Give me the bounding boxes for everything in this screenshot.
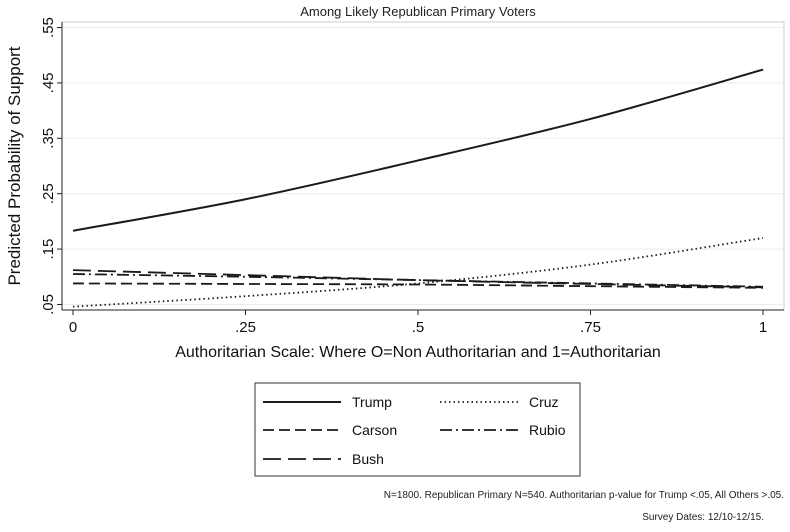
- x-tick-label: 1: [759, 319, 767, 336]
- axes: [57, 22, 784, 315]
- y-tick-label: .45: [40, 72, 57, 93]
- x-tick-label: 0: [69, 319, 77, 336]
- y-axis-label: Predicted Probability of Support: [5, 46, 24, 285]
- x-tick-label: .25: [235, 319, 256, 336]
- legend-label-rubio: Rubio: [529, 422, 566, 438]
- series-line-carson: [72, 282, 764, 289]
- series-line-bush: [72, 269, 764, 289]
- legend-label-bush: Bush: [352, 451, 384, 467]
- x-tick-labels: 0 .25 .5 .75 1: [69, 319, 767, 336]
- y-tick-label: .25: [40, 183, 57, 204]
- legend-label-cruz: Cruz: [529, 394, 559, 410]
- y-tick-label: .55: [40, 17, 57, 38]
- legend-box: [254, 382, 581, 477]
- footnote-line-1: N=1800. Republican Primary N=540. Author…: [384, 490, 784, 501]
- x-tick-label: .75: [580, 319, 601, 336]
- grid-lines: [62, 27, 784, 305]
- y-tick-label: .05: [40, 294, 57, 315]
- y-tick-label: .15: [40, 239, 57, 260]
- series-line-trump: [72, 68, 764, 232]
- plot-area: [61, 21, 785, 311]
- x-axis-label: Authoritarian Scale: Where O=Non Authori…: [175, 344, 661, 361]
- y-tick-label: .35: [40, 128, 57, 149]
- chart-title: Among Likely Republican Primary Voters: [300, 4, 536, 19]
- series-lines: [72, 68, 764, 308]
- legend: Trump Cruz Carson Rubio Bush: [254, 382, 581, 477]
- legend-label-carson: Carson: [352, 422, 397, 438]
- series-line-cruz: [72, 237, 764, 308]
- footnote-line-2: Survey Dates: 12/10-12/15.: [642, 512, 764, 523]
- legend-label-trump: Trump: [352, 394, 392, 410]
- y-tick-labels: .05 .15 .25 .35 .45 .55: [40, 17, 57, 315]
- x-tick-label: .5: [412, 319, 425, 336]
